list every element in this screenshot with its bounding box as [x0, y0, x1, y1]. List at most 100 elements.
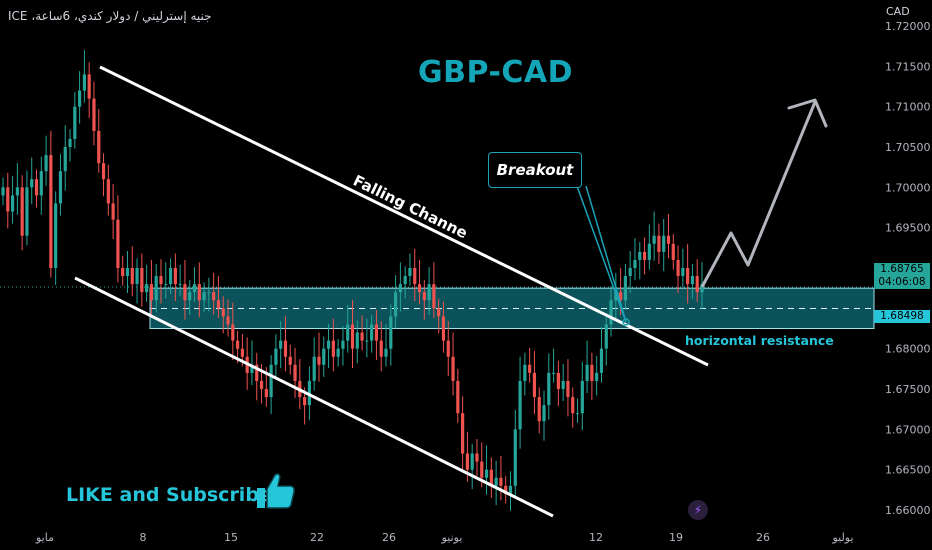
candle-body	[494, 477, 498, 486]
y-tick-label: 1.67500	[885, 383, 931, 396]
resistance-label: horizontal resistance	[685, 333, 834, 348]
candle-body	[413, 268, 417, 285]
candle-body	[609, 300, 613, 325]
candle	[556, 360, 560, 406]
candle	[580, 361, 584, 431]
candle-body	[384, 348, 388, 357]
candle	[422, 280, 426, 320]
candle	[504, 476, 508, 504]
candle-body	[671, 243, 675, 260]
x-tick-label: مايو	[35, 531, 54, 544]
candle	[456, 368, 460, 423]
breakout-callout: Breakout	[488, 152, 582, 188]
breakout-point	[622, 318, 630, 326]
candle	[312, 337, 316, 391]
candle	[25, 170, 29, 246]
candle-body	[78, 90, 82, 107]
candle-body	[331, 340, 335, 357]
candle-body	[700, 284, 704, 293]
candle-body	[303, 397, 307, 406]
symbol-header: جنيه إسترليني / دولار كندي، 6ساعة، ICE	[8, 9, 212, 23]
candle	[384, 324, 388, 367]
candle-body	[523, 364, 527, 381]
candle	[226, 299, 230, 337]
resistance-zone-layer	[0, 286, 875, 329]
candle-body	[264, 389, 268, 398]
candle-body	[551, 372, 556, 374]
candle	[652, 211, 656, 261]
candle	[360, 315, 364, 351]
candle	[475, 439, 479, 477]
candle-body	[580, 380, 584, 414]
candle	[551, 348, 556, 383]
candle-body	[250, 364, 254, 373]
candle-body	[432, 284, 436, 309]
candle	[403, 266, 407, 299]
candle	[49, 130, 53, 278]
candle	[686, 243, 690, 304]
candle-body	[341, 340, 345, 349]
candle-body	[188, 292, 192, 301]
candle	[97, 109, 101, 173]
candle	[15, 163, 19, 215]
candle-body	[255, 364, 259, 381]
candle	[666, 213, 671, 259]
candle-body	[269, 364, 273, 398]
candle	[111, 184, 115, 239]
candle-body	[259, 380, 264, 389]
candle	[489, 457, 493, 498]
candle	[671, 234, 675, 270]
candle-body	[542, 405, 546, 422]
candle	[676, 245, 680, 294]
candle	[101, 153, 106, 197]
candle	[6, 172, 10, 229]
candle-body	[73, 106, 77, 139]
candle	[183, 259, 187, 320]
candle	[432, 262, 436, 319]
candle	[116, 195, 120, 283]
candle-body	[135, 268, 139, 285]
candle-body	[192, 284, 197, 293]
candle	[508, 471, 513, 511]
candle-body	[408, 268, 412, 277]
chart-title: GBP-CAD	[418, 55, 574, 90]
x-tick-label: 26	[756, 531, 770, 544]
candle	[207, 277, 211, 312]
candle	[528, 347, 532, 383]
candle-body	[240, 348, 244, 357]
candle-body	[25, 187, 29, 236]
candle-body	[355, 332, 359, 349]
candle-body	[451, 356, 455, 381]
x-tick-label: 15	[224, 531, 238, 544]
candle-body	[480, 461, 484, 478]
candle	[92, 81, 96, 146]
candle-body	[336, 348, 340, 357]
candle-body	[513, 429, 517, 486]
candle-body	[532, 372, 537, 398]
candle-body	[207, 292, 211, 294]
candle-body	[6, 187, 10, 212]
candle	[279, 321, 283, 369]
candle-body	[92, 98, 96, 131]
candle-body	[221, 308, 225, 317]
candle	[542, 390, 546, 441]
candle	[355, 320, 359, 364]
candle-body	[49, 155, 53, 268]
candle	[202, 282, 206, 313]
candle	[125, 251, 130, 294]
candle-body	[326, 340, 331, 349]
candle-body	[121, 268, 125, 277]
candle-body	[642, 251, 647, 260]
candle-body	[168, 268, 173, 285]
candle	[73, 92, 77, 149]
candle-body	[106, 179, 110, 204]
x-tick-label: 19	[669, 531, 683, 544]
candle	[638, 242, 642, 280]
candle-body	[484, 469, 489, 478]
candle	[322, 336, 326, 377]
candle	[87, 62, 91, 118]
candle-body	[575, 413, 580, 415]
candle-body	[695, 276, 699, 293]
candle-body	[475, 453, 479, 462]
candle	[547, 353, 551, 420]
